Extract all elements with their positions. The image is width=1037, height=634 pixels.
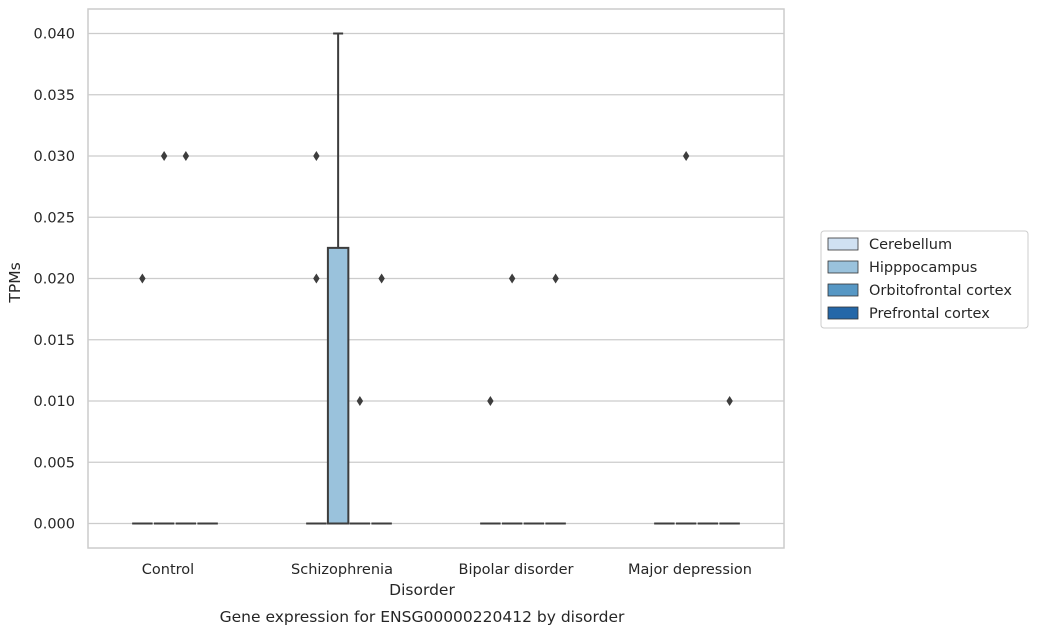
outliers-layer [139,151,733,406]
outlier-point [139,273,146,284]
y-tick-label: 0.010 [33,394,75,410]
outlier-point [552,273,559,284]
outlier-point [313,151,320,161]
outlier-point [487,396,494,406]
y-axis-label: TPMs [6,262,24,303]
outlier-point [313,273,320,284]
legend-swatch [827,283,859,297]
x-tick-label: Major depression [628,562,752,578]
legend-swatch [827,306,859,320]
legend-label: Hipppocampus [869,260,977,276]
y-tick-label: 0.000 [33,517,75,533]
legend: Cerebellum Hipppocampus Orbitofrontal cort… [820,230,1029,329]
outlier-point [508,273,516,284]
outlier-point [682,151,690,161]
plot-frame [87,8,785,549]
y-tick-label: 0.030 [33,149,75,165]
x-axis-label: Disorder [389,581,455,599]
outlier-point [160,151,168,161]
outlier-point [182,151,190,161]
outlier-point [356,396,364,406]
y-tick-label: 0.020 [33,272,75,288]
legend-frame [820,230,1029,329]
gridlines [88,32,784,525]
outlier-point [726,396,733,406]
y-tick-label: 0.015 [33,333,75,349]
chart-caption: Gene expression for ENSG00000220412 by d… [220,608,625,626]
y-tick-label: 0.005 [33,455,75,471]
y-tick-label: 0.035 [33,88,75,104]
legend-label: Orbitofrontal cortex [869,283,1012,299]
box [326,246,350,525]
legend-swatch [827,260,859,274]
legend-label: Prefrontal cortex [869,306,990,322]
x-tick-label: Control [142,562,194,578]
legend-swatch [827,237,859,251]
y-tick-labels: 0.000 0.005 0.010 0.015 0.020 0.025 0.030 0.035… [33,27,75,533]
boxes-layer [132,32,740,525]
x-tick-labels: Control Schizophrenia Bipolar disorder Majo… [142,562,752,578]
legend-label: Cerebellum [869,237,952,253]
x-tick-label: Schizophrenia [291,562,393,578]
outlier-point [378,273,385,284]
x-tick-label: Bipolar disorder [459,562,574,578]
y-tick-label: 0.025 [33,210,75,226]
y-tick-label: 0.040 [33,27,75,43]
